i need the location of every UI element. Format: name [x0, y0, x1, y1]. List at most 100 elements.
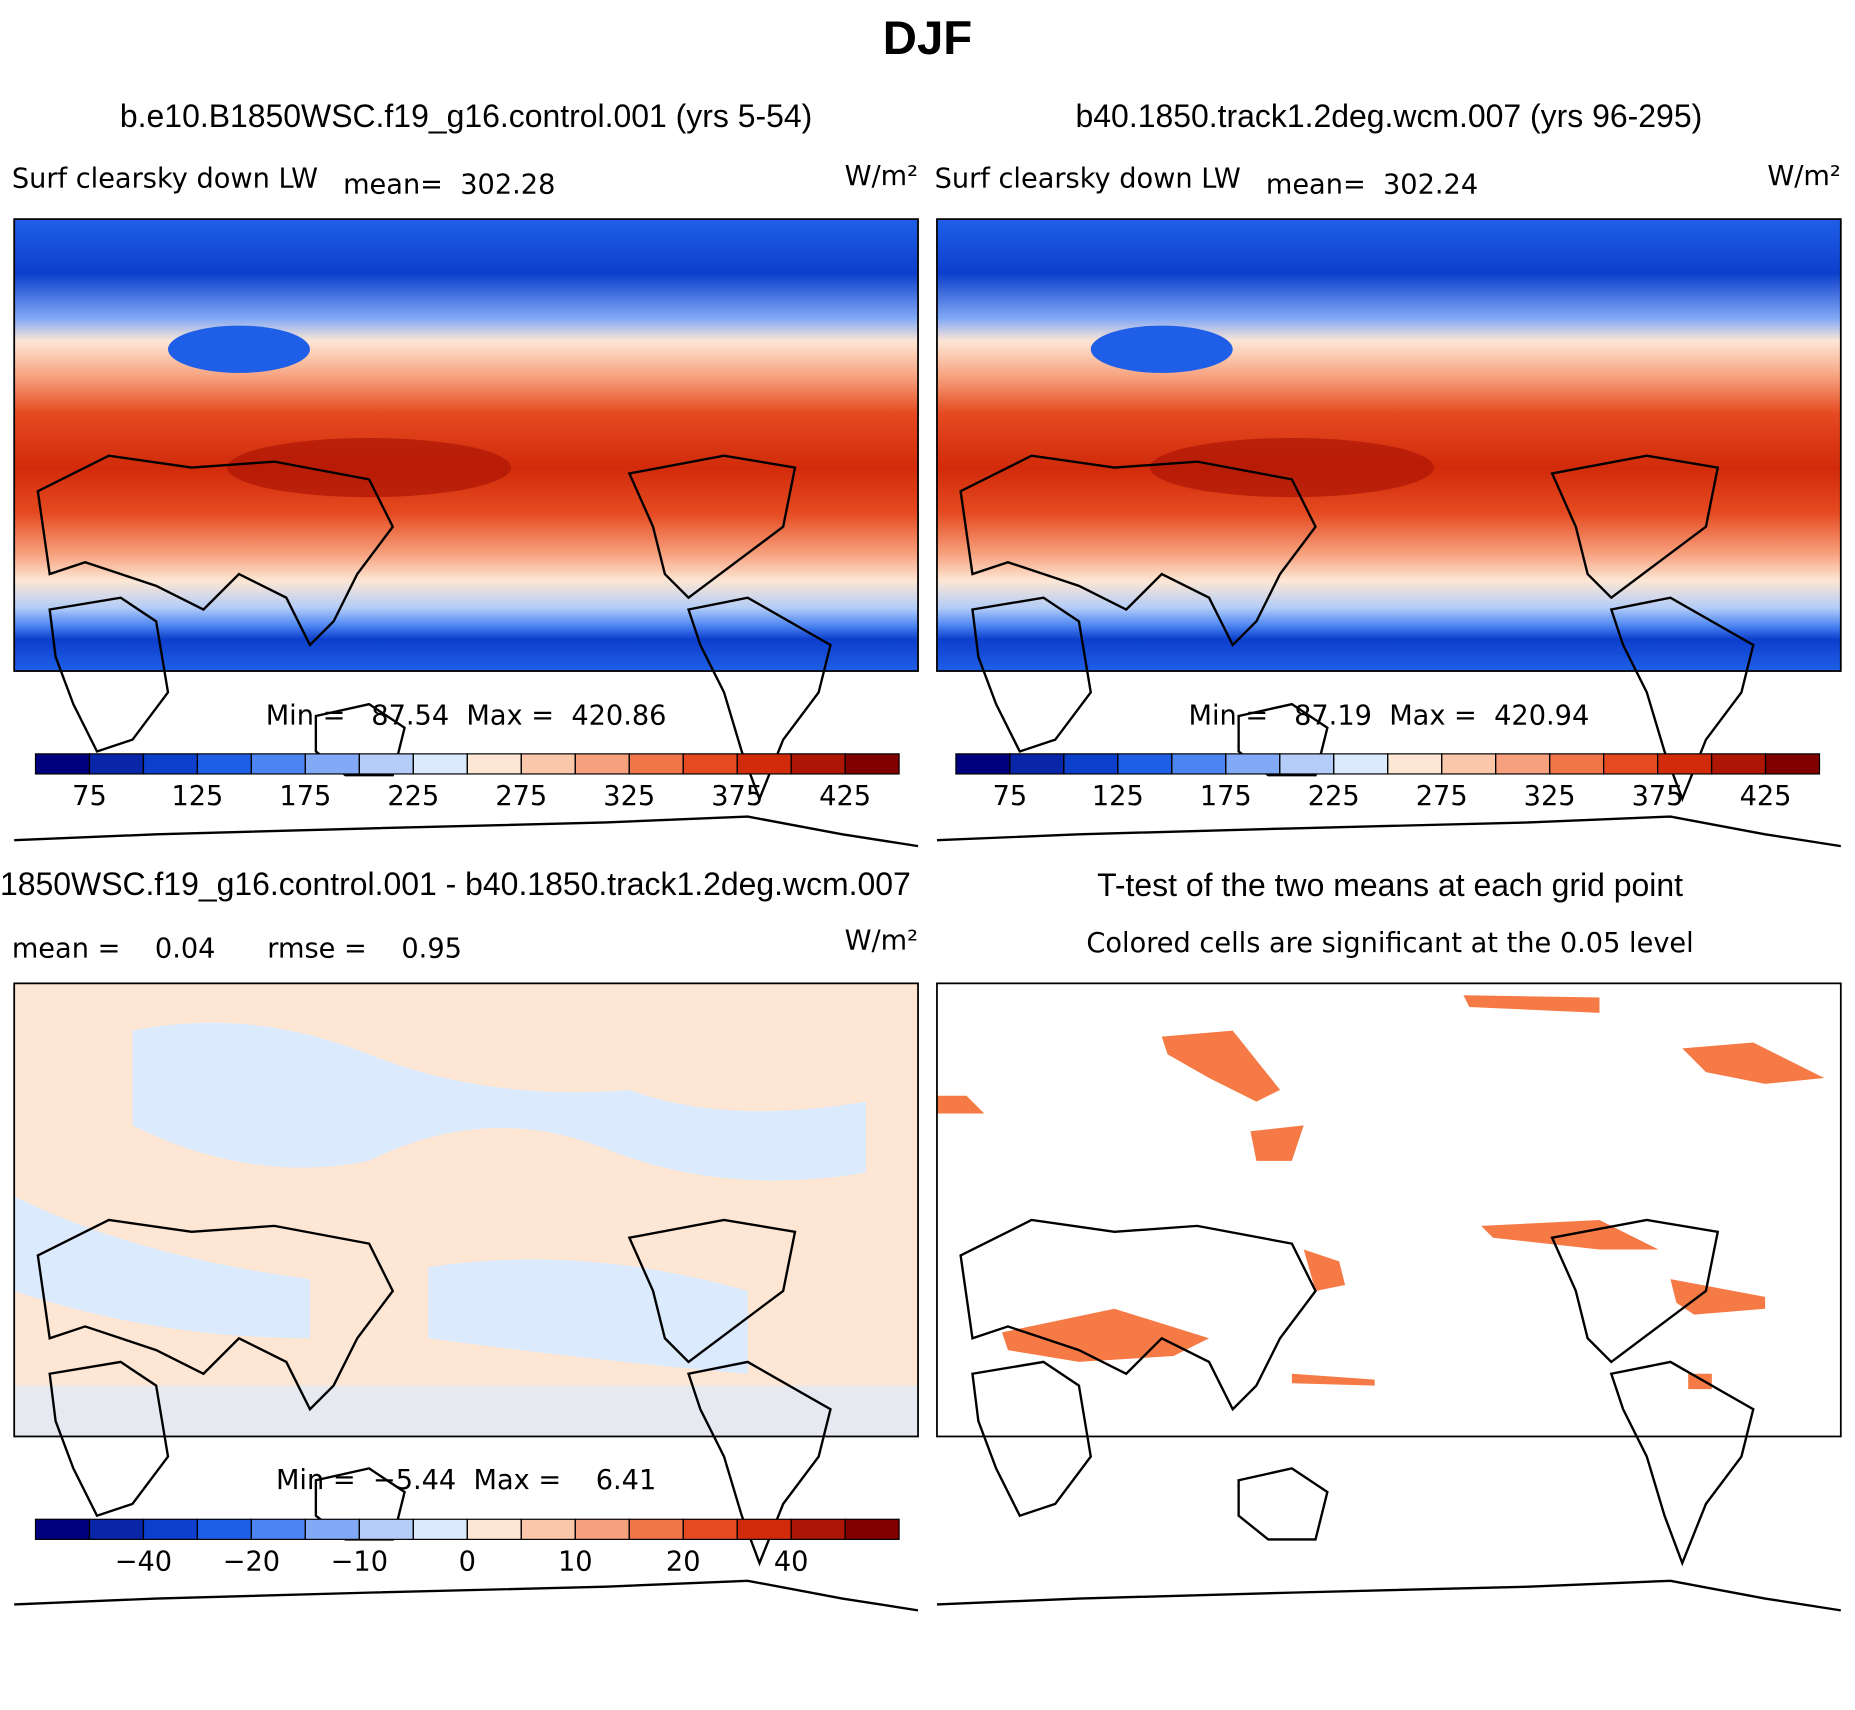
colorbar-box [1495, 753, 1551, 775]
panel: b40.1850.track1.2deg.wcm.007 (yrs 96-295… [935, 98, 1842, 848]
colorbar: 75 125 175 225 275 325 375 425 [955, 753, 1821, 812]
colorbar-tick-label: 275 [495, 781, 547, 812]
units: W/m² [845, 925, 918, 956]
colorbar-box [574, 753, 630, 775]
colorbar-box [1764, 753, 1821, 775]
colorbar-box [88, 753, 145, 775]
colorbar-box [1387, 753, 1443, 775]
colorbar-box [790, 1518, 846, 1540]
colorbar-box [466, 1518, 522, 1540]
colorbar-tick-label: −40 [115, 1547, 172, 1578]
colorbar-tick-label: 75 [72, 781, 107, 812]
min-max: Min = 87.19 Max = 420.94 [1189, 701, 1590, 732]
colorbar-box [1171, 753, 1227, 775]
map [935, 982, 1842, 1612]
colorbar-box [790, 753, 846, 775]
colorbar-box [1603, 753, 1659, 775]
colorbar: 75 125 175 225 275 325 375 425 [34, 753, 900, 812]
colorbar-tick-label: 75 [993, 781, 1028, 812]
panel: 1850WSC.f19_g16.control.001 - b40.1850.t… [0, 866, 920, 1612]
colorbar-box [196, 1518, 252, 1540]
colorbar-tick-label: 20 [666, 1547, 701, 1578]
colorbar-tick-label: −20 [223, 1547, 280, 1578]
colorbar-box [1225, 753, 1281, 775]
colorbar-box [358, 753, 414, 775]
min-max: Min = −5.44 Max = 6.41 [276, 1465, 656, 1496]
colorbar-box [196, 753, 252, 775]
colorbar-tick-label: 125 [171, 781, 223, 812]
colorbar-tick-label: −10 [331, 1547, 388, 1578]
colorbar-box [736, 753, 792, 775]
colorbar-tick-label: 325 [1524, 781, 1576, 812]
colorbar-box [1710, 753, 1767, 775]
units: W/m² [845, 161, 918, 192]
stat: mean= 302.24 [1266, 169, 1478, 200]
colorbar-box [955, 753, 1011, 775]
panel-title: b.e10.B1850WSC.f19_g16.control.001 (yrs … [120, 98, 812, 134]
colorbar-box [1117, 753, 1173, 775]
map [13, 982, 920, 1612]
colorbar-tick-label: 425 [1740, 781, 1792, 812]
colorbar-box [250, 1518, 306, 1540]
colorbar: −40 −20 −10 0 10 20 40 [34, 1518, 900, 1578]
colorbar-tick-label: 225 [387, 781, 439, 812]
colorbar-box [628, 753, 684, 775]
colorbar-tick-label: 175 [279, 781, 331, 812]
panel: T-test of the two means at each grid poi… [935, 867, 1842, 1612]
colorbar-tick-label: 375 [711, 781, 763, 812]
panel-title: 1850WSC.f19_g16.control.001 - b40.1850.t… [0, 866, 911, 902]
colorbar-box [682, 1518, 738, 1540]
stat: mean= 302.28 [343, 169, 555, 200]
colorbar-box [844, 1518, 900, 1540]
colorbar-box [250, 753, 306, 775]
variable: Surf clearsky down LW [12, 164, 318, 195]
colorbar-box [736, 1518, 792, 1540]
colorbar-box [1063, 753, 1119, 775]
colorbar-box [88, 1518, 145, 1540]
colorbar-tick-label: 325 [603, 781, 655, 812]
colorbar-box [358, 1518, 414, 1540]
colorbar-tick-label: 40 [774, 1547, 809, 1578]
colorbar-box [1333, 753, 1389, 775]
panel-title: b40.1850.track1.2deg.wcm.007 (yrs 96-295… [1076, 98, 1703, 134]
panel-title: T-test of the two means at each grid poi… [1097, 867, 1683, 903]
colorbar-box [34, 753, 91, 775]
colorbar-tick-label: 425 [819, 781, 871, 812]
subtitle: Colored cells are significant at the 0.0… [1086, 928, 1693, 959]
colorbar-box [1549, 753, 1605, 775]
colorbar-box [142, 753, 199, 775]
colorbar-box [520, 1518, 576, 1540]
colorbar-box [466, 753, 522, 775]
colorbar-box [1441, 753, 1497, 775]
figure-title: DJF [883, 12, 972, 65]
colorbar-box [304, 753, 360, 775]
stat: mean = 0.04 rmse = 0.95 [12, 934, 462, 965]
colorbar-box [34, 1518, 91, 1540]
colorbar-tick-label: 10 [558, 1547, 593, 1578]
map [935, 218, 1842, 848]
variable: Surf clearsky down LW [935, 164, 1241, 195]
colorbar-box [682, 753, 738, 775]
colorbar-box [1279, 753, 1335, 775]
colorbar-tick-label: 375 [1632, 781, 1684, 812]
map [13, 218, 920, 848]
min-max: Min = 87.54 Max = 420.86 [266, 701, 667, 732]
colorbar-tick-label: 175 [1200, 781, 1252, 812]
colorbar-box [412, 753, 468, 775]
colorbar-box [1009, 753, 1065, 775]
colorbar-tick-label: 275 [1416, 781, 1468, 812]
colorbar-box [304, 1518, 360, 1540]
colorbar-tick-label: 225 [1308, 781, 1360, 812]
colorbar-tick-label: 125 [1092, 781, 1144, 812]
colorbar-box [628, 1518, 684, 1540]
colorbar-box [412, 1518, 468, 1540]
panel: b.e10.B1850WSC.f19_g16.control.001 (yrs … [12, 98, 920, 848]
units: W/m² [1767, 161, 1840, 192]
colorbar-box [1656, 753, 1713, 775]
colorbar-box [844, 753, 900, 775]
colorbar-box [142, 1518, 199, 1540]
colorbar-box [520, 753, 576, 775]
colorbar-box [574, 1518, 630, 1540]
colorbar-tick-label: 0 [459, 1547, 476, 1578]
